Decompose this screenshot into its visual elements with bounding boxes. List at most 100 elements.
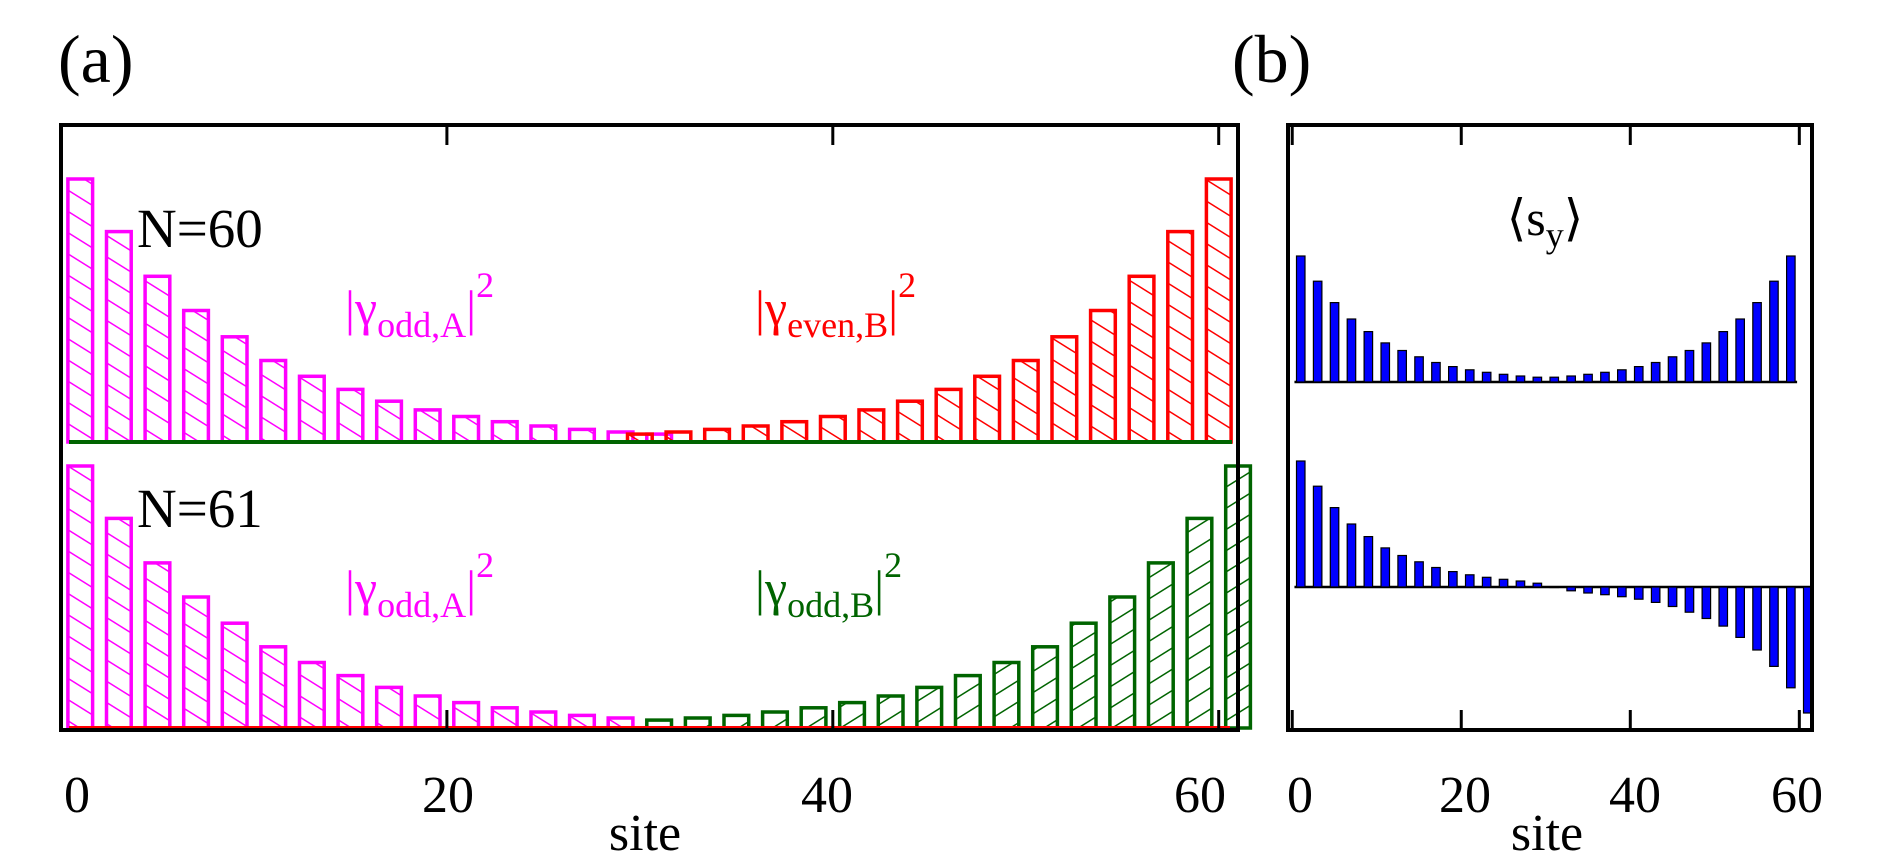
panel-b-top-bar-6 bbox=[1397, 349, 1408, 383]
panel-b-bottom-bar-25 bbox=[1718, 586, 1729, 627]
panel-a-top-series0-bar-7 bbox=[336, 387, 365, 444]
legend-even-b-sup: 2 bbox=[898, 265, 916, 305]
panel-a-xtick-label-40: 40 bbox=[801, 767, 853, 824]
panel-b-top-bar-5 bbox=[1380, 342, 1391, 383]
panel-a-bars bbox=[66, 177, 1253, 730]
panel-a-bottom-series0-bar-5 bbox=[259, 645, 288, 730]
panel-a-bottom-series0-bar-10 bbox=[452, 700, 481, 730]
panel-a-ticks bbox=[59, 125, 1221, 730]
panel-b-xtick-label-60: 60 bbox=[1771, 767, 1823, 824]
panel-a-xtick-label-60: 60 bbox=[1174, 767, 1226, 824]
panel-a-top-series1-bar-8 bbox=[934, 387, 963, 444]
panel-b-bottom-bar-2 bbox=[1329, 507, 1340, 588]
panel-a-top-series0-bar-8 bbox=[374, 399, 404, 444]
panel-b-frame bbox=[1286, 123, 1814, 732]
panel-a-bottom-series0-bar-6 bbox=[297, 660, 326, 730]
panel-a-top-series0-bar-2 bbox=[143, 274, 172, 444]
panel-a-bottom-series1-bar-9 bbox=[992, 660, 1021, 730]
panel-b-bottom-bar-0 bbox=[1295, 460, 1306, 588]
panel-a-bottom-series0-bar-4 bbox=[220, 621, 249, 730]
panel-b-top-bar-26 bbox=[1735, 318, 1746, 383]
panel-b-bottom-bar-11 bbox=[1481, 576, 1492, 588]
panel-a-top-series1-bar-13 bbox=[1127, 274, 1156, 444]
legend-odd-b-base: |γ bbox=[755, 560, 787, 616]
panel-a-top-series0-bar-6 bbox=[297, 374, 326, 444]
panel-a-top-series1-bar-12 bbox=[1088, 308, 1118, 444]
panel-b-ticks bbox=[1290, 125, 1801, 730]
panel-a-bottom-series1-bar-3 bbox=[760, 710, 790, 730]
panel-a-top-series0-bar-12 bbox=[529, 424, 558, 444]
sy-annotation-close: ⟩ bbox=[1564, 190, 1584, 246]
panel-a-top-series0-bar-1 bbox=[104, 229, 133, 444]
panel-b-bottom-bar-24 bbox=[1701, 586, 1712, 620]
legend-odd-a-bottom-sub: odd,A bbox=[377, 585, 466, 625]
legend-odd-a-top-base: |γ bbox=[345, 280, 377, 336]
panel-a-frame bbox=[59, 123, 1240, 732]
panel-b-top-bar-11 bbox=[1481, 371, 1492, 383]
panel-b-bottom-bar-17 bbox=[1583, 586, 1593, 594]
legend-odd-a-top-sup: 2 bbox=[476, 265, 494, 305]
panel-b-bottom-bar-27 bbox=[1752, 586, 1762, 651]
panel-a-xtick-label-0: 0 bbox=[64, 767, 90, 824]
panel-a-bottom-series1-bar-10 bbox=[1030, 645, 1060, 730]
panel-b-bottom-bar-7 bbox=[1414, 561, 1424, 588]
panel-a-top-series0-bar-4 bbox=[220, 335, 249, 444]
panel-b-top-bar-24 bbox=[1701, 342, 1712, 383]
panel-b-bottom-bar-9 bbox=[1447, 570, 1458, 588]
panel-b-bottom-bar-10 bbox=[1464, 574, 1475, 588]
panel-b: (b) ⟨sy⟩ 0 20 40 60 site bbox=[1232, 21, 1823, 859]
panel-a-bottom-series1-bar-12 bbox=[1108, 595, 1137, 730]
panel-b-top-bar-19 bbox=[1616, 369, 1627, 383]
panel-a-top-series1-bar-9 bbox=[973, 374, 1002, 444]
legend-odd-a-bottom-bar: | bbox=[466, 560, 476, 616]
legend-even-b: |γeven,B|2 bbox=[755, 265, 916, 345]
legend-odd-a-top: |γodd,A|2 bbox=[345, 265, 494, 345]
legend-even-b-base: |γ bbox=[755, 280, 787, 336]
panel-a-top-series1-bar-6 bbox=[857, 408, 886, 444]
panel-a-xtick-label-20: 20 bbox=[422, 767, 474, 824]
panel-b-top-bar-16 bbox=[1566, 375, 1577, 383]
panel-a-bottom-series0-bar-8 bbox=[374, 685, 404, 730]
panel-b-bottom-bar-12 bbox=[1498, 578, 1509, 588]
panel-a-top-series1-bar-11 bbox=[1050, 335, 1079, 444]
legend-odd-b-sup: 2 bbox=[884, 545, 902, 585]
panel-b-top-bar-14 bbox=[1532, 376, 1543, 383]
panel-b-bottom-bar-20 bbox=[1633, 586, 1644, 600]
panel-b-bottom-bar-22 bbox=[1667, 586, 1678, 608]
legend-odd-b-bar: | bbox=[874, 560, 884, 616]
panel-b-xtick-label-0: 0 bbox=[1287, 767, 1313, 824]
panel-b-bars bbox=[1294, 255, 1814, 714]
panel-a-bottom-series1-bar-4 bbox=[799, 706, 828, 730]
legend-odd-a-top-bar: | bbox=[466, 280, 476, 336]
panel-b-bottom-bar-15 bbox=[1549, 586, 1560, 589]
sy-annotation-base: ⟨s bbox=[1507, 190, 1546, 246]
panel-b-bottom-bar-8 bbox=[1431, 566, 1441, 588]
panel-a-bottom-series0-bar-0 bbox=[66, 464, 95, 730]
panel-b-top-bar-17 bbox=[1583, 373, 1593, 383]
panel-b-bottom-bar-23 bbox=[1684, 586, 1695, 613]
panel-a-top-series0-bar-11 bbox=[490, 419, 519, 444]
panel-b-bottom-bar-3 bbox=[1346, 523, 1357, 588]
panel-b-label: (b) bbox=[1232, 21, 1311, 97]
panel-b-bottom-bar-16 bbox=[1566, 586, 1577, 592]
panel-b-top-bar-1 bbox=[1312, 280, 1323, 383]
panel-a-bottom-series0-bar-7 bbox=[336, 673, 365, 730]
panel-b-bottom-bar-21 bbox=[1650, 586, 1661, 603]
legend-even-b-bar: | bbox=[888, 280, 898, 336]
panel-a-top-series1-bar-10 bbox=[1011, 358, 1040, 444]
panel-b-top-bar-22 bbox=[1667, 356, 1678, 383]
panel-b-bottom-bar-6 bbox=[1397, 554, 1408, 588]
panel-b-bottom-bar-26 bbox=[1735, 586, 1746, 639]
panel-b-top-bar-27 bbox=[1752, 302, 1762, 383]
panel-b-top-bar-28 bbox=[1769, 280, 1779, 383]
panel-b-bottom-bar-5 bbox=[1380, 547, 1391, 588]
legend-even-b-sub: even,B bbox=[787, 305, 888, 345]
panel-a-bottom-series0-bar-2 bbox=[143, 561, 172, 730]
panel-b-top-bar-21 bbox=[1650, 361, 1661, 383]
legend-odd-b-sub: odd,B bbox=[787, 585, 874, 625]
panel-b-top-bar-29 bbox=[1785, 255, 1796, 383]
panel-b-xtick-label-20: 20 bbox=[1439, 767, 1491, 824]
panel-b-bottom-bar-19 bbox=[1616, 586, 1627, 598]
panel-b-bottom-bar-4 bbox=[1363, 535, 1374, 588]
panel-b-top-bar-2 bbox=[1329, 302, 1340, 383]
